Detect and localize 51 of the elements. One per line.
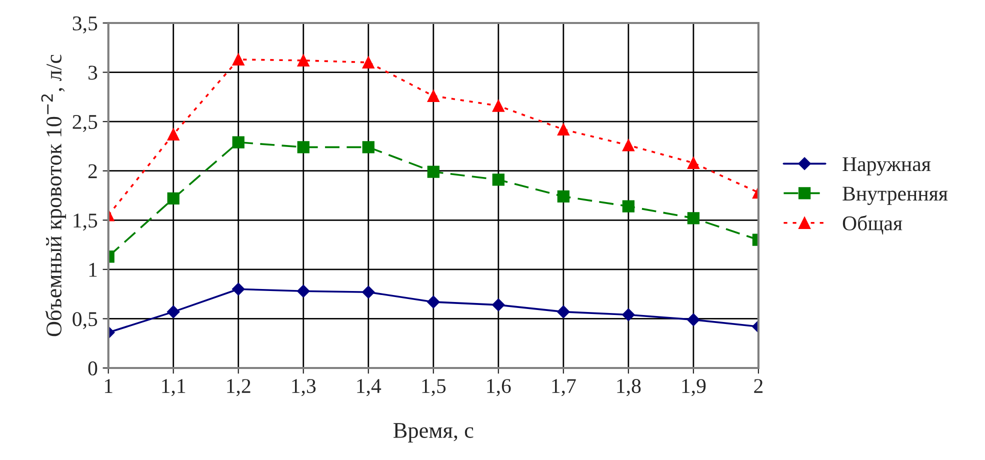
y-axis-title: Объемный кровоток 10$^{−2}$, л/с bbox=[41, 54, 66, 336]
point bbox=[167, 192, 180, 205]
x-tick-label: 1,8 bbox=[617, 379, 641, 396]
x-tick-label: 1,1 bbox=[162, 379, 186, 396]
point bbox=[232, 282, 245, 296]
y-tick-label: 3 bbox=[88, 66, 98, 80]
point bbox=[166, 305, 180, 318]
y-tick-label: 3,5 bbox=[72, 16, 98, 34]
point bbox=[296, 284, 310, 298]
point bbox=[622, 308, 635, 322]
point bbox=[232, 53, 244, 66]
point bbox=[687, 156, 700, 170]
x-tick-label: 2 bbox=[754, 379, 763, 393]
x-axis-title: Время, с bbox=[394, 423, 474, 442]
x-tick-label: 1,3 bbox=[292, 379, 316, 396]
point bbox=[232, 136, 244, 148]
point bbox=[492, 174, 504, 186]
x-tick-label: 1,7 bbox=[552, 379, 576, 396]
point bbox=[427, 166, 440, 178]
x-tick-label: 1,5 bbox=[422, 379, 446, 396]
point bbox=[622, 139, 635, 152]
y-tick-label: 0,5 bbox=[72, 312, 98, 330]
point bbox=[426, 296, 440, 308]
point bbox=[492, 100, 504, 112]
point bbox=[297, 141, 310, 154]
legend-label: Общая bbox=[842, 215, 902, 235]
x-tick-label: 1,4 bbox=[357, 379, 382, 396]
y-tick-label: 1,5 bbox=[74, 214, 98, 231]
y-tick-label: 0 bbox=[88, 361, 98, 376]
x-tick-label: 1,2 bbox=[227, 379, 250, 396]
point bbox=[557, 305, 570, 318]
point bbox=[297, 54, 310, 67]
point bbox=[167, 128, 180, 140]
point bbox=[557, 123, 570, 136]
point bbox=[687, 212, 700, 224]
x-tick-label: 1,6 bbox=[487, 379, 511, 396]
point bbox=[362, 141, 374, 154]
y-tick-label: 2,5 bbox=[72, 115, 98, 132]
x-tick-label: 1,9 bbox=[682, 379, 706, 396]
y-tick-label: 1 bbox=[89, 262, 97, 277]
x-tick-label: 1 bbox=[104, 379, 112, 393]
point bbox=[492, 298, 505, 312]
point bbox=[362, 56, 374, 69]
point bbox=[622, 200, 635, 212]
legend-label: Наружная bbox=[842, 157, 931, 176]
point bbox=[362, 286, 375, 299]
legend-label: Внутренняя bbox=[842, 186, 948, 205]
point bbox=[427, 90, 440, 102]
point bbox=[687, 313, 700, 326]
point bbox=[557, 190, 570, 203]
y-tick-label: 2 bbox=[88, 164, 97, 178]
